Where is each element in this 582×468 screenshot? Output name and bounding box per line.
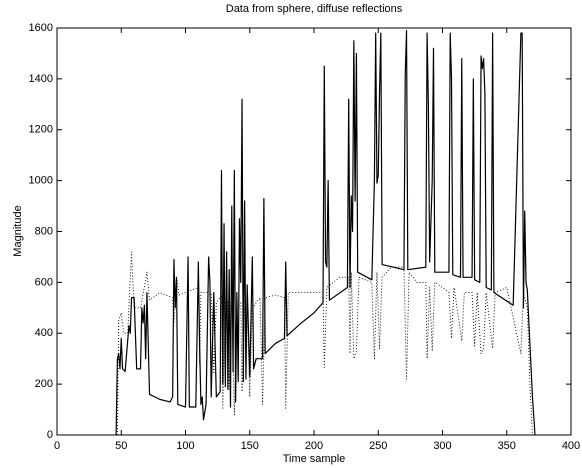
x-tick-label: 200 (305, 440, 323, 452)
x-tick-label: 350 (498, 440, 516, 452)
y-tick-label: 1200 (29, 124, 53, 136)
x-tick-label: 150 (241, 440, 259, 452)
y-axis-label: Magnitude (12, 205, 24, 256)
data-line (116, 251, 533, 436)
x-tick-label: 300 (433, 440, 451, 452)
y-tick-label: 200 (35, 378, 53, 390)
x-tick-label: 100 (176, 440, 194, 452)
y-tick-label: 1400 (29, 73, 53, 85)
y-tick-label: 600 (35, 276, 53, 288)
y-tick-label: 1000 (29, 175, 53, 187)
y-tick-label: 400 (35, 327, 53, 339)
x-tick-label: 400 (562, 440, 580, 452)
y-tick-label: 0 (47, 429, 53, 441)
y-tick-label: 1600 (29, 22, 53, 34)
data-line (115, 29, 536, 436)
x-tick-label: 50 (115, 440, 127, 452)
x-axis-label: Time sample (283, 453, 346, 465)
x-tick-label: 250 (369, 440, 387, 452)
x-tick-label: 0 (54, 440, 60, 452)
y-tick-label: 800 (35, 225, 53, 237)
chart-title: Data from sphere, diffuse reflections (226, 3, 403, 15)
